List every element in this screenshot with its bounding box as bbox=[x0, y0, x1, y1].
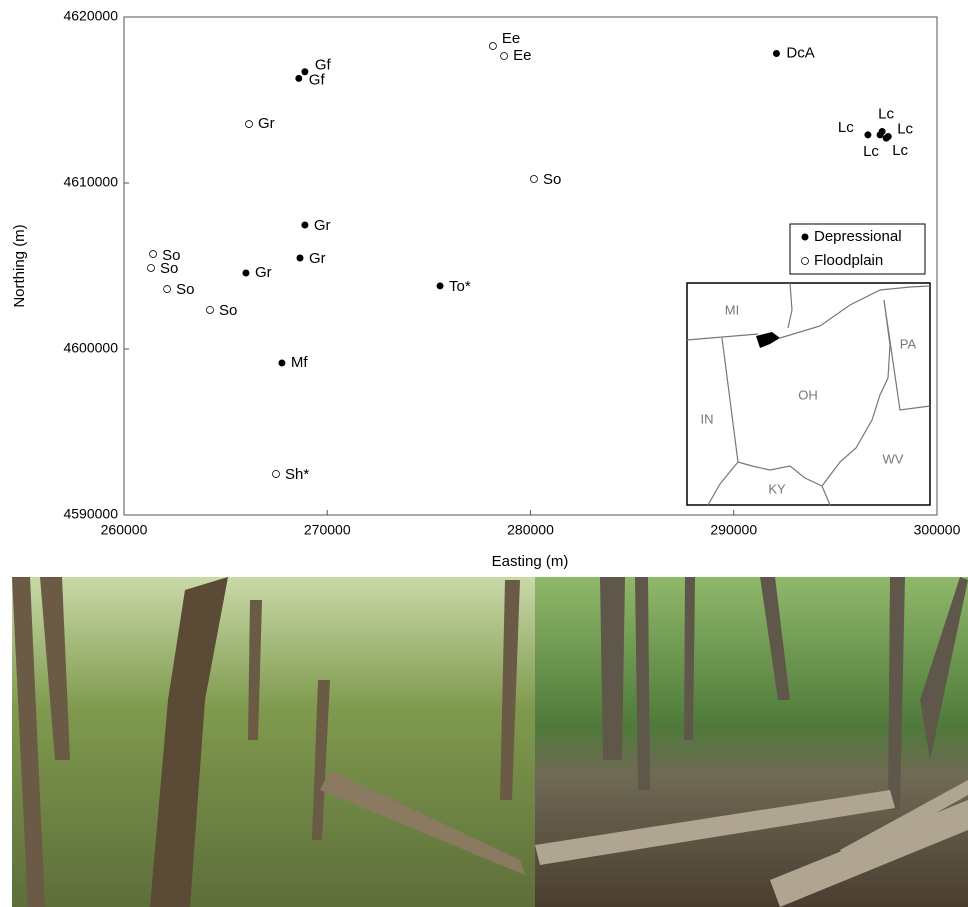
legend-label: Depressional bbox=[814, 228, 902, 245]
point-label: So bbox=[543, 171, 561, 188]
x-tick-label: 290000 bbox=[710, 522, 757, 538]
point bbox=[530, 176, 537, 183]
x-tick-label: 270000 bbox=[304, 522, 351, 538]
state-label: WV bbox=[883, 451, 904, 466]
point-label: So bbox=[160, 260, 178, 277]
point bbox=[297, 255, 304, 262]
legend-marker bbox=[802, 258, 809, 265]
x-tick-label: 300000 bbox=[914, 522, 961, 538]
point bbox=[301, 68, 308, 75]
point bbox=[883, 135, 890, 142]
point bbox=[245, 121, 252, 128]
y-tick-label: 4600000 bbox=[63, 340, 118, 356]
point-label: Gr bbox=[314, 217, 331, 234]
point-label: So bbox=[219, 302, 237, 319]
state-label: IN bbox=[701, 411, 714, 426]
point-label: To* bbox=[449, 278, 471, 295]
point-label: Sh* bbox=[285, 466, 309, 483]
point bbox=[773, 50, 780, 57]
point bbox=[206, 306, 213, 313]
point-label: Lc bbox=[863, 143, 879, 160]
photo-right bbox=[535, 577, 968, 907]
point bbox=[150, 251, 157, 258]
x-tick-label: 260000 bbox=[101, 522, 148, 538]
state-label: OH bbox=[798, 387, 818, 402]
point-label: Lc bbox=[892, 142, 908, 159]
state-label: PA bbox=[900, 336, 917, 351]
point bbox=[864, 131, 871, 138]
x-tick-label: 280000 bbox=[507, 522, 554, 538]
point bbox=[501, 53, 508, 60]
inset-map: MI OH PA IN WV KY bbox=[687, 283, 930, 505]
point bbox=[148, 264, 155, 271]
point-label: Ee bbox=[513, 47, 531, 64]
y-tick-label: 4610000 bbox=[63, 174, 118, 190]
photo-left-bg bbox=[12, 577, 535, 907]
y-tick-label: 4590000 bbox=[63, 506, 118, 522]
legend-marker bbox=[802, 234, 809, 241]
point bbox=[295, 75, 302, 82]
figure: Easting (m) Northing (m) MI OH PA IN WV KY 26… bbox=[0, 0, 968, 907]
point-label: Gr bbox=[258, 115, 275, 132]
point-label: DcA bbox=[786, 44, 814, 61]
point bbox=[877, 131, 884, 138]
point bbox=[273, 470, 280, 477]
point-label: Lc bbox=[897, 120, 913, 137]
state-label: KY bbox=[768, 481, 786, 496]
point bbox=[164, 286, 171, 293]
point-label: Gr bbox=[255, 264, 272, 281]
photo-left bbox=[12, 577, 535, 907]
point-label: Lc bbox=[838, 119, 854, 136]
point-label: Gr bbox=[309, 250, 326, 267]
point-label: So bbox=[176, 281, 194, 298]
state-label: MI bbox=[725, 302, 739, 317]
point-label: Gf bbox=[309, 71, 326, 88]
point bbox=[301, 221, 308, 228]
point-label: Ee bbox=[502, 30, 520, 47]
x-axis-title: Easting (m) bbox=[492, 553, 569, 570]
y-axis-title: Northing (m) bbox=[11, 224, 28, 307]
point bbox=[489, 43, 496, 50]
y-tick-label: 4620000 bbox=[63, 8, 118, 24]
legend-label: Floodplain bbox=[814, 252, 883, 269]
point bbox=[242, 269, 249, 276]
point bbox=[437, 282, 444, 289]
point bbox=[278, 359, 285, 366]
point-label: Lc bbox=[878, 106, 894, 123]
point-label: Mf bbox=[291, 354, 308, 371]
